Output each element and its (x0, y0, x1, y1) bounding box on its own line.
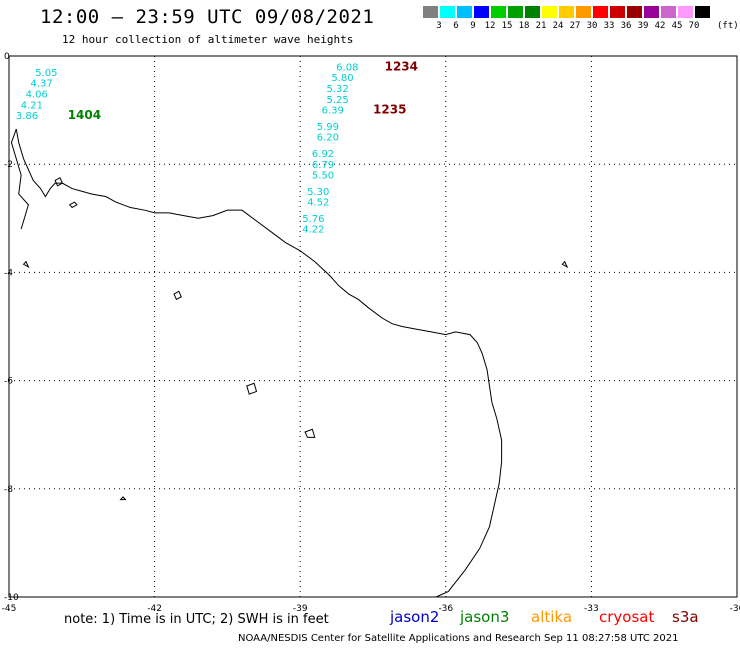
island-outline (54, 177, 64, 187)
swh-value-label: 6.20 (317, 133, 339, 144)
swh-value-label: 5.05 (35, 68, 57, 79)
color-scale-tick-label: 21 (535, 21, 547, 31)
color-scale-tick-label: 45 (671, 21, 683, 31)
page-subtitle: 12 hour collection of altimeter wave hei… (62, 33, 354, 46)
color-scale-tick-label: 39 (637, 21, 649, 31)
longitude-tick-label: -33 (584, 604, 599, 614)
longitude-tick-label: -39 (293, 604, 308, 614)
island-outline (246, 382, 258, 395)
latitude-tick-label: -4 (4, 268, 13, 278)
color-swatch (439, 5, 456, 19)
color-scale-tick-label: 9 (470, 21, 476, 31)
color-scale-tick-label: 15 (501, 21, 513, 31)
swh-value-label: 5.99 (317, 122, 339, 133)
island-outline (22, 260, 30, 269)
color-swatch (626, 5, 643, 19)
bay-outline (10, 128, 29, 230)
footer-note: note: 1) Time is in UTC; 2) SWH is in fe… (64, 612, 329, 627)
satellite-legend-item: cryosat (599, 608, 655, 626)
swh-value-label: 6.79 (312, 160, 334, 171)
swh-value-label: 4.52 (307, 198, 329, 209)
color-swatch (660, 5, 677, 19)
pass-time-label: 1404 (68, 108, 101, 122)
coastline (15, 128, 503, 598)
latitude-tick-label: -8 (4, 485, 13, 495)
swh-value-label: 6.39 (322, 106, 344, 117)
swh-value-label: 4.37 (30, 79, 52, 90)
longitude-tick-label: -45 (2, 604, 17, 614)
swh-value-label: 5.76 (302, 214, 324, 225)
credit-line: NOAA/NESDIS Center for Satellite Applica… (238, 633, 679, 644)
latitude-tick-label: 0 (4, 52, 10, 62)
swh-value-label: 5.25 (326, 95, 348, 106)
color-swatch (558, 5, 575, 19)
color-swatch (575, 5, 592, 19)
color-swatch (490, 5, 507, 19)
color-swatch (643, 5, 660, 19)
swh-value-label: 5.50 (312, 171, 334, 182)
swh-value-label: 4.22 (302, 225, 324, 236)
pass-time-label: 1234 (385, 59, 418, 73)
color-swatch (694, 5, 711, 19)
color-scale-tick-label: 42 (654, 21, 666, 31)
color-scale-tick-label: 12 (484, 21, 496, 31)
color-scale-labels: 3 6 9 12 15 18 21 24 27 30 33 36 39 42 45 70 (0, 21, 740, 33)
map-frame (8, 55, 738, 598)
island-outline (561, 260, 569, 269)
color-swatch (609, 5, 626, 19)
color-scale-tick-label: 24 (552, 21, 564, 31)
longitude-tick-label: -36 (438, 604, 453, 614)
color-swatch (473, 5, 490, 19)
longitude-tick-label: -42 (147, 604, 162, 614)
color-scale-tick-label: 36 (620, 21, 632, 31)
color-scale-tick-label: 70 (688, 21, 700, 31)
satellite-legend-item: jason3 (460, 608, 510, 626)
color-swatch (456, 5, 473, 19)
color-scale-tick-label: 3 (436, 21, 442, 31)
color-swatch (524, 5, 541, 19)
color-scale-tick-label: 33 (603, 21, 615, 31)
color-scale-tick-label: 30 (586, 21, 598, 31)
swh-value-label: 6.08 (336, 62, 358, 73)
swh-value-label: 5.32 (326, 84, 348, 95)
island-outline (119, 496, 127, 501)
color-swatch (507, 5, 524, 19)
island-outline (304, 428, 316, 438)
color-scale-tick-label: 6 (453, 21, 459, 31)
swh-value-label: 4.06 (26, 89, 48, 100)
satellite-legend-item: jason2 (390, 608, 440, 626)
color-swatch (592, 5, 609, 19)
island-outline (173, 290, 182, 301)
latitude-tick-label: -6 (4, 377, 13, 387)
color-scale-bar (422, 5, 711, 19)
color-swatch (541, 5, 558, 19)
swh-value-label: 6.92 (312, 149, 334, 160)
satellite-legend-item: s3a (672, 608, 699, 626)
page-title: 12:00 – 23:59 UTC 09/08/2021 (40, 6, 375, 28)
island-outline (68, 201, 78, 209)
swh-value-label: 4.21 (21, 100, 43, 111)
pass-time-label: 1235 (373, 103, 406, 117)
longitude-tick-label: -30 (730, 604, 740, 614)
color-scale-tick-label: 27 (569, 21, 581, 31)
swh-value-label: 3.86 (16, 111, 38, 122)
swh-value-label: 5.80 (331, 73, 353, 84)
color-scale-unit: (ft) (717, 21, 739, 31)
swh-value-label: 5.30 (307, 187, 329, 198)
color-swatch (422, 5, 439, 19)
color-swatch (677, 5, 694, 19)
latitude-tick-label: -10 (4, 593, 19, 603)
color-scale-tick-label: 18 (518, 21, 530, 31)
satellite-legend-item: altika (531, 608, 573, 626)
latitude-tick-label: -2 (4, 160, 13, 170)
